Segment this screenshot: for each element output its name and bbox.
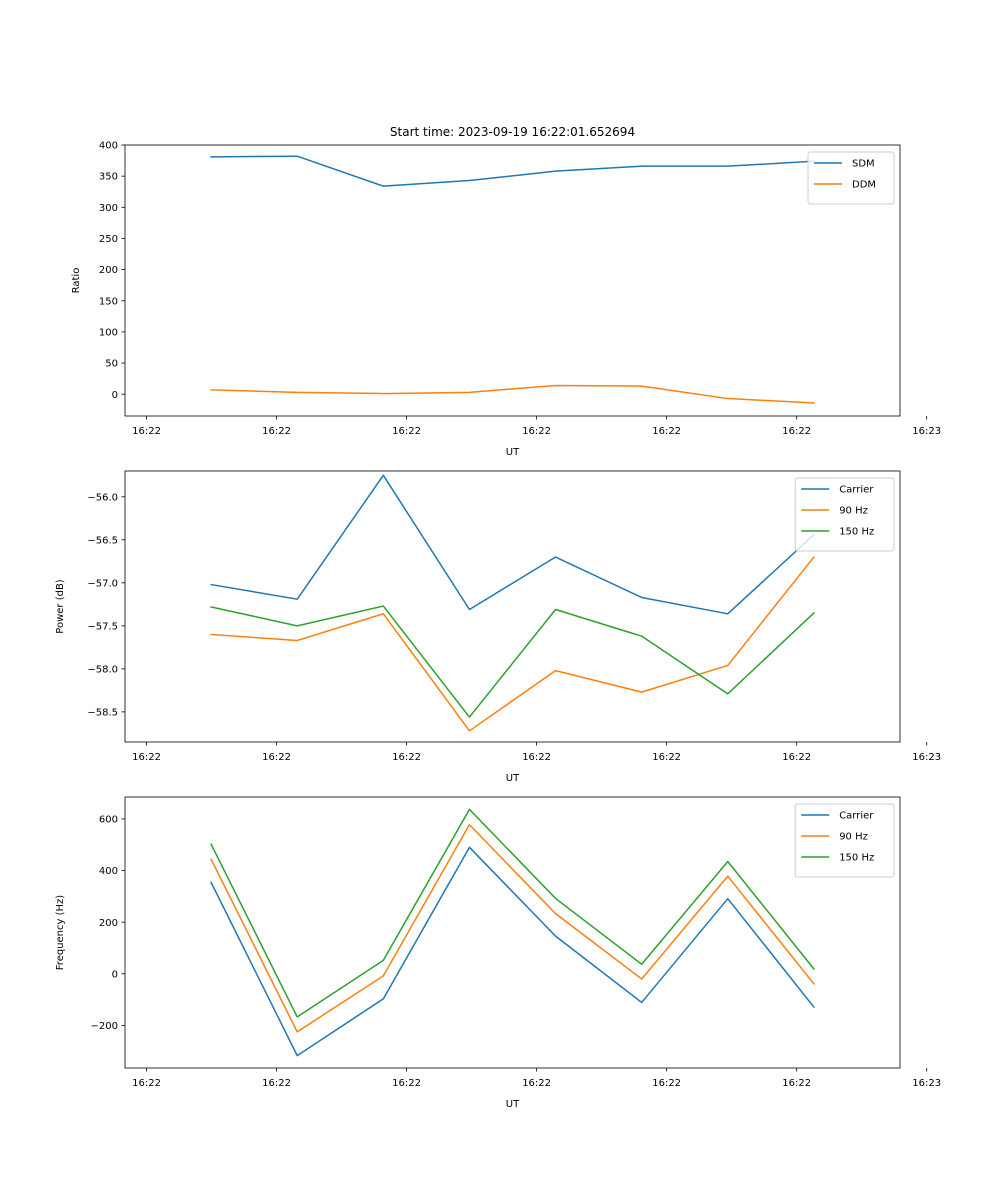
x-tick-label: 16:22 xyxy=(652,1078,681,1089)
series-line-150-hz xyxy=(210,808,815,1018)
legend-label-ddm: DDM xyxy=(852,180,876,191)
plots-container: 16:22 16:22 16:22 16:22 16:22 16:22 16:23 0 50 10… xyxy=(55,141,941,1110)
y-tick-label: 400 xyxy=(99,141,118,152)
x-tick-label: 16:22 xyxy=(392,752,421,763)
legend: SDM DDM xyxy=(807,151,895,205)
plot-3: 16:22 16:22 16:22 16:22 16:22 16:22 16:23 −200 0… xyxy=(55,796,941,1110)
axes-frame xyxy=(124,796,901,1069)
x-tick-label: 16:22 xyxy=(132,1078,161,1089)
axes-frame xyxy=(124,470,901,743)
plot-1: 16:22 16:22 16:22 16:22 16:22 16:22 16:23 0 50 10… xyxy=(71,141,941,458)
legend-box xyxy=(807,151,895,205)
y-axis-label: Ratio xyxy=(71,268,82,294)
x-tick-label: 16:22 xyxy=(262,752,291,763)
series-line-90-hz xyxy=(210,555,815,732)
x-tick-label: 16:22 xyxy=(132,426,161,437)
y-tick-label: −200 xyxy=(91,1021,118,1032)
legend-label-carrier: Carrier xyxy=(839,811,874,822)
series-line-carrier xyxy=(210,846,815,1057)
x-tick-label: 16:22 xyxy=(522,752,551,763)
y-tick-label: 150 xyxy=(99,296,118,307)
y-tick-label: 300 xyxy=(99,203,118,214)
plot-2: 16:22 16:22 16:22 16:22 16:22 16:22 16:23 −58.5… xyxy=(55,470,941,784)
y-tick-label: −58.5 xyxy=(87,707,118,718)
legend-label-sdm: SDM xyxy=(852,159,875,170)
y-tick-label: 350 xyxy=(99,172,118,183)
y-tick-label: 600 xyxy=(99,815,118,826)
legend: Carrier 90 Hz 150 Hz xyxy=(794,803,895,878)
figure-title: Start time: 2023-09-19 16:22:01.652694 xyxy=(390,125,635,139)
y-tick-label: −56.5 xyxy=(87,535,118,546)
y-tick-label: −57.5 xyxy=(87,621,118,632)
x-tick-label: 16:23 xyxy=(912,1078,941,1089)
y-tick-label: 100 xyxy=(99,327,118,338)
x-tick-label: 16:22 xyxy=(652,426,681,437)
y-tick-label: 200 xyxy=(99,265,118,276)
y-axis-label: Power (dB) xyxy=(55,579,66,634)
x-tick-label: 16:22 xyxy=(132,752,161,763)
y-tick-label: 250 xyxy=(99,234,118,245)
y-tick-label: 0 xyxy=(112,390,118,401)
x-tick-label: 16:22 xyxy=(782,752,811,763)
y-tick-label: −57.0 xyxy=(87,578,118,589)
legend-label-90-hz: 90 Hz xyxy=(839,506,868,517)
y-tick-label: 200 xyxy=(99,918,118,929)
x-tick-label: 16:22 xyxy=(782,1078,811,1089)
x-axis-label: UT xyxy=(506,773,520,784)
legend-box xyxy=(794,477,895,552)
x-tick-label: 16:22 xyxy=(652,752,681,763)
x-tick-label: 16:22 xyxy=(522,426,551,437)
x-tick-label: 16:23 xyxy=(912,752,941,763)
y-axis-label: Frequency (Hz) xyxy=(55,895,66,971)
series-line-ddm xyxy=(210,384,815,404)
x-tick-label: 16:22 xyxy=(392,426,421,437)
x-tick-label: 16:22 xyxy=(782,426,811,437)
axes-frame xyxy=(124,144,901,417)
legend-label-150-hz: 150 Hz xyxy=(839,853,874,864)
series-line-150-hz xyxy=(210,605,815,718)
series-line-90-hz xyxy=(210,823,815,1033)
legend-label-150-hz: 150 Hz xyxy=(839,527,874,538)
series-line-sdm xyxy=(210,155,815,187)
y-tick-label: −56.0 xyxy=(87,492,118,503)
x-tick-label: 16:22 xyxy=(522,1078,551,1089)
legend-label-carrier: Carrier xyxy=(839,485,874,496)
x-tick-label: 16:22 xyxy=(262,1078,291,1089)
legend-box xyxy=(794,803,895,878)
legend: Carrier 90 Hz 150 Hz xyxy=(794,477,895,552)
x-tick-label: 16:22 xyxy=(392,1078,421,1089)
y-tick-label: 0 xyxy=(112,969,118,980)
y-tick-label: 400 xyxy=(99,866,118,877)
series-line-carrier xyxy=(210,474,815,615)
x-axis-label: UT xyxy=(506,447,520,458)
x-tick-label: 16:23 xyxy=(912,426,941,437)
y-tick-label: −58.0 xyxy=(87,664,118,675)
legend-label-90-hz: 90 Hz xyxy=(839,832,868,843)
x-tick-label: 16:22 xyxy=(262,426,291,437)
y-tick-label: 50 xyxy=(105,359,118,370)
x-axis-label: UT xyxy=(506,1099,520,1110)
